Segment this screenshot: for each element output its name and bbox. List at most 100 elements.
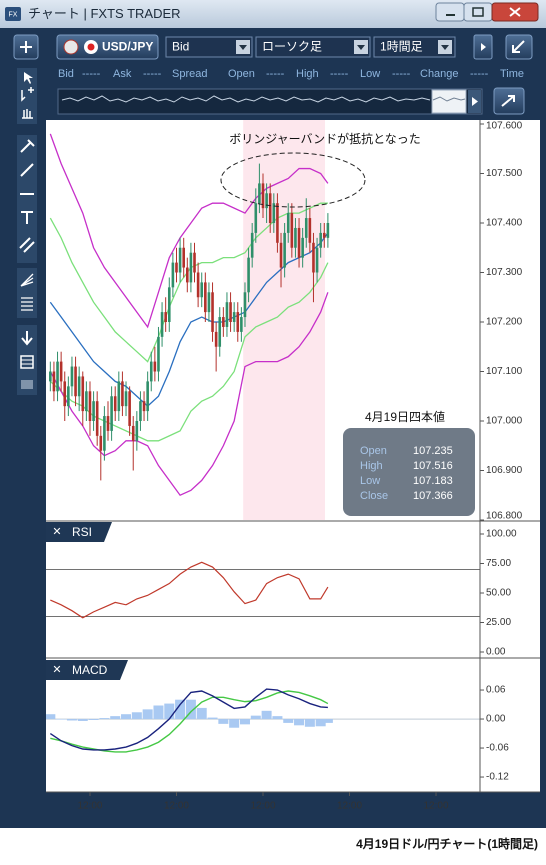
candle-body <box>315 247 319 273</box>
ohlc-value: 107.516 <box>413 460 453 472</box>
histogram-bar <box>239 719 250 725</box>
candle-body <box>59 361 63 382</box>
ohlc-values: Open 107.235 High 107.516 Low 107.183 Close 107… <box>360 445 453 502</box>
navigator[interactable] <box>57 88 483 115</box>
y-tick-label: 107.300 <box>486 267 523 278</box>
candle-body <box>49 371 52 382</box>
y-tick-label: -0.06 <box>486 743 509 754</box>
panel-close: ✕ <box>52 526 61 538</box>
y-tick-label: 100.00 <box>486 529 517 540</box>
candle-body <box>95 401 99 436</box>
quote-header-label: Ask <box>113 68 132 80</box>
histogram-bar <box>131 712 142 720</box>
candle-body <box>153 361 157 372</box>
dropdown-arrow <box>357 45 365 50</box>
maximize-button[interactable] <box>463 2 493 22</box>
candle-body <box>261 183 265 209</box>
histogram-bar <box>175 699 186 720</box>
candle-body <box>121 381 124 407</box>
ohlc-label: Low <box>360 475 380 487</box>
candle-body <box>218 317 222 347</box>
panel-close: ✕ <box>52 664 61 676</box>
rsi-chart: ✕ RSI 100.00 75.00 50.00 25.00 0.00 <box>46 520 540 658</box>
time-axis: 12:00 12:00 12:00 12:00 12:00 <box>77 792 449 812</box>
candle-body <box>52 371 56 392</box>
candle-body <box>196 272 200 298</box>
timeframe-label: 1時間足 <box>380 40 423 54</box>
ohlc-value: 107.235 <box>413 445 453 457</box>
histogram-bar <box>315 719 326 727</box>
minimize-button[interactable] <box>435 2 465 22</box>
minimize-icon <box>446 14 455 16</box>
jpy-flag-dot <box>87 43 95 51</box>
candle-body <box>142 401 146 412</box>
resistance-ellipse <box>220 152 366 208</box>
toolbar-menu-icon <box>481 43 486 51</box>
candle-body <box>326 223 330 238</box>
quote-header-label: Spread <box>172 68 207 80</box>
price-side-dropdown[interactable] <box>165 36 253 58</box>
maximize-icon <box>472 7 484 17</box>
trendline-tool[interactable] <box>20 163 34 177</box>
hand-tool[interactable] <box>22 109 33 119</box>
pointer-tool[interactable] <box>24 72 33 84</box>
x-tick-label: 12:00 <box>424 801 449 812</box>
snapshot-tool[interactable] <box>21 380 33 389</box>
panel-tab <box>46 660 128 680</box>
quote-header-label: ----- <box>330 68 349 80</box>
y-tick-label: -0.12 <box>486 772 509 783</box>
candle-body <box>110 396 113 431</box>
band-line <box>49 133 329 329</box>
channel-tool[interactable] <box>19 237 35 253</box>
quote-header-label: High <box>296 68 319 80</box>
histogram-bar <box>77 719 88 721</box>
candle-body <box>272 203 276 223</box>
candle-body <box>146 381 149 412</box>
y-tick-label: 107.400 <box>486 218 523 229</box>
marker-tool[interactable] <box>20 139 35 153</box>
crosshair-tool[interactable] <box>21 87 34 102</box>
price-chart: 107.600 107.500 107.400 107.300 107.200 107.1… <box>49 120 523 522</box>
add-icon <box>20 41 32 53</box>
histogram-bar <box>99 718 110 720</box>
histogram-bar <box>153 705 164 720</box>
properties-tool[interactable] <box>20 355 34 369</box>
quote-header-label: Open <box>228 68 255 80</box>
fan-tool[interactable] <box>20 273 34 287</box>
x-tick-label: 12:00 <box>337 801 362 812</box>
candle-body <box>164 312 167 322</box>
candle-body <box>268 193 272 223</box>
candle-body <box>88 391 92 421</box>
quote-header-label: Change <box>420 68 459 80</box>
candle-body <box>319 232 322 248</box>
histogram-bar <box>142 709 153 720</box>
candle-body <box>124 391 128 407</box>
candle-body <box>279 242 283 268</box>
candle-body <box>171 262 175 288</box>
navigator-window[interactable] <box>431 89 467 114</box>
quote-header-label: Low <box>360 68 380 80</box>
timeframe-dropdown[interactable] <box>373 36 456 58</box>
tool-panel <box>17 68 37 395</box>
download-tool[interactable] <box>21 331 33 346</box>
fibonacci-tool[interactable] <box>21 297 33 311</box>
vertical-line-tool[interactable] <box>21 211 33 224</box>
symbol-label: USD/JPY <box>102 40 153 54</box>
candle-body <box>182 247 185 268</box>
candle-body <box>189 252 193 283</box>
y-tick-label: 0.00 <box>486 647 506 658</box>
candle-body <box>175 262 178 273</box>
x-tick-label: 12:00 <box>250 801 275 812</box>
dropdown-arrow <box>239 45 247 50</box>
y-tick-label: 106.900 <box>486 465 523 476</box>
app-icon-text: FX <box>9 11 18 18</box>
chart-style-dropdown[interactable] <box>255 36 371 58</box>
y-tick-label: 0.06 <box>486 685 506 696</box>
candle-body <box>232 312 236 322</box>
quote-header-label: Bid <box>58 68 74 80</box>
symbol-button[interactable] <box>56 34 159 60</box>
y-tick-label: 0.00 <box>486 714 506 725</box>
y-tick-label: 107.200 <box>486 317 523 328</box>
candle-body <box>77 376 81 397</box>
